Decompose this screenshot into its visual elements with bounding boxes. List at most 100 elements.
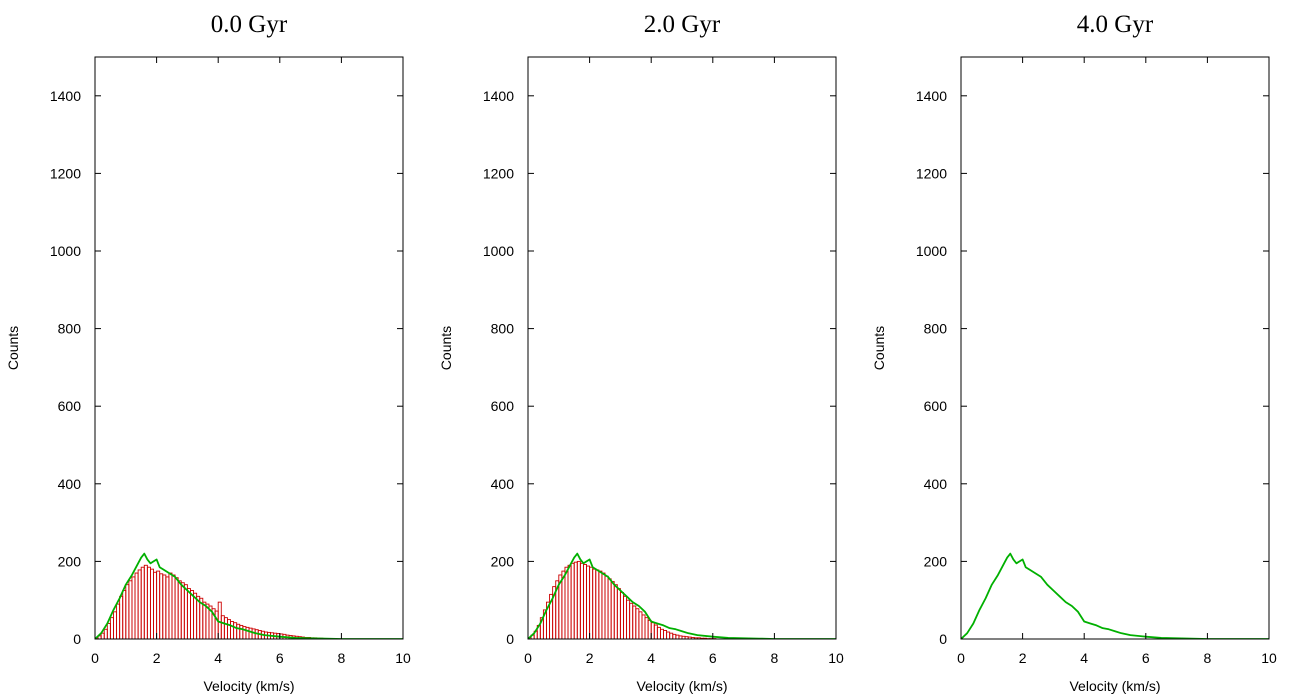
histogram-bar: [156, 570, 161, 639]
plot-frame: [527, 56, 837, 640]
histogram-bar: [248, 627, 253, 639]
histogram-bar: [193, 592, 198, 639]
histogram-bar: [153, 571, 158, 639]
histogram-bar: [644, 617, 649, 639]
histogram-bar: [109, 617, 114, 639]
y-tick-label: 1400: [916, 88, 947, 104]
histogram-bar: [561, 570, 566, 639]
histogram-bar: [143, 564, 148, 639]
histogram-bar: [638, 611, 643, 639]
histogram-bar: [140, 566, 145, 639]
x-tick-label: 10: [828, 650, 844, 666]
histogram-bar: [190, 590, 195, 639]
histogram-bar: [619, 591, 624, 639]
x-tick-label: 4: [647, 650, 655, 666]
histogram-bar: [146, 566, 151, 639]
plot-area: [528, 552, 836, 639]
y-axis-label: Counts: [871, 326, 887, 370]
histogram-bar: [122, 590, 127, 639]
histogram-bar: [183, 584, 188, 639]
histogram-bar: [137, 569, 142, 639]
histogram-bar: [589, 566, 594, 639]
histogram-bar: [233, 622, 238, 639]
chart-title: 4.0 Gyr: [1077, 11, 1154, 38]
histogram-bar: [223, 617, 228, 639]
x-tick-label: 8: [1204, 650, 1212, 666]
histogram-bar: [604, 575, 609, 639]
histogram-bar: [186, 588, 191, 639]
histogram-bar: [239, 624, 244, 639]
y-axis-label: Counts: [5, 326, 21, 370]
histogram-bar: [570, 562, 575, 639]
histogram-bar: [171, 574, 176, 639]
series-line: [961, 552, 1269, 639]
y-tick-label: 0: [939, 631, 947, 647]
plot-area: [961, 552, 1269, 639]
histogram-bar: [635, 608, 640, 639]
histogram-bar: [641, 614, 646, 639]
x-tick-label: 4: [214, 650, 222, 666]
y-tick-label: 1400: [483, 88, 514, 104]
y-tick-label: 1400: [50, 88, 81, 104]
histogram-bar: [174, 577, 179, 639]
histogram-bar: [100, 632, 105, 639]
histogram-bar: [632, 605, 637, 639]
y-tick-label: 200: [924, 553, 948, 569]
y-tick-label: 600: [491, 398, 515, 414]
series-line: [95, 552, 403, 639]
histogram-bar: [125, 584, 130, 639]
histogram-bar: [149, 568, 154, 639]
x-tick-label: 10: [1261, 650, 1277, 666]
histogram-bar: [595, 569, 600, 639]
x-tick-label: 8: [771, 650, 779, 666]
histogram-bar: [669, 632, 674, 639]
y-tick-label: 1200: [50, 165, 81, 181]
histogram-bar: [607, 578, 612, 639]
chart-title: 2.0 Gyr: [644, 11, 721, 38]
y-tick-label: 1200: [483, 165, 514, 181]
x-tick-label: 2: [153, 650, 161, 666]
histogram-bar: [180, 582, 185, 639]
histogram-bar: [564, 566, 569, 639]
histogram-bar: [659, 628, 664, 639]
y-tick-label: 0: [506, 631, 514, 647]
x-tick-label: 0: [957, 650, 965, 666]
y-tick-label: 400: [924, 476, 948, 492]
plot-frame: [94, 56, 404, 640]
histogram-bar: [113, 611, 118, 639]
histogram-bar: [116, 603, 121, 639]
histogram-bar: [131, 576, 136, 639]
y-tick-label: 600: [58, 398, 82, 414]
histogram-bar: [162, 574, 167, 639]
histogram-bar: [653, 624, 658, 639]
histogram-bar: [613, 584, 618, 639]
histogram-bar: [629, 602, 634, 639]
histogram-bar: [168, 572, 173, 639]
histogram-bar: [610, 581, 615, 639]
histogram-bar: [675, 634, 680, 639]
y-tick-label: 1000: [483, 243, 514, 259]
x-tick-label: 2: [586, 650, 594, 666]
x-tick-label: 8: [338, 650, 346, 666]
histogram-bar: [236, 623, 241, 639]
y-tick-label: 800: [491, 321, 515, 337]
histogram-bar: [165, 576, 170, 639]
chart-panel-1: 0.0 Gyr 0 200 400 600 800 1000 1200 1400 0 2 4 6 8 10 V…: [5, 11, 411, 694]
histogram-bar: [666, 631, 671, 639]
histogram-bar: [663, 630, 668, 639]
plot-area: [95, 552, 403, 639]
histogram-bar: [623, 595, 628, 639]
x-tick-label: 6: [709, 650, 717, 666]
histogram-bar: [601, 572, 606, 639]
y-tick-label: 200: [491, 553, 515, 569]
histogram-bar: [573, 561, 578, 639]
histogram-bar: [576, 560, 581, 639]
histogram-bar: [582, 564, 587, 639]
x-axis-label: Velocity (km/s): [203, 678, 294, 694]
histogram-bar: [626, 599, 631, 639]
y-tick-label: 400: [58, 476, 82, 492]
histogram-bar: [226, 619, 231, 639]
histogram-bar: [598, 570, 603, 639]
y-tick-label: 400: [491, 476, 515, 492]
histogram-bar: [230, 621, 235, 639]
